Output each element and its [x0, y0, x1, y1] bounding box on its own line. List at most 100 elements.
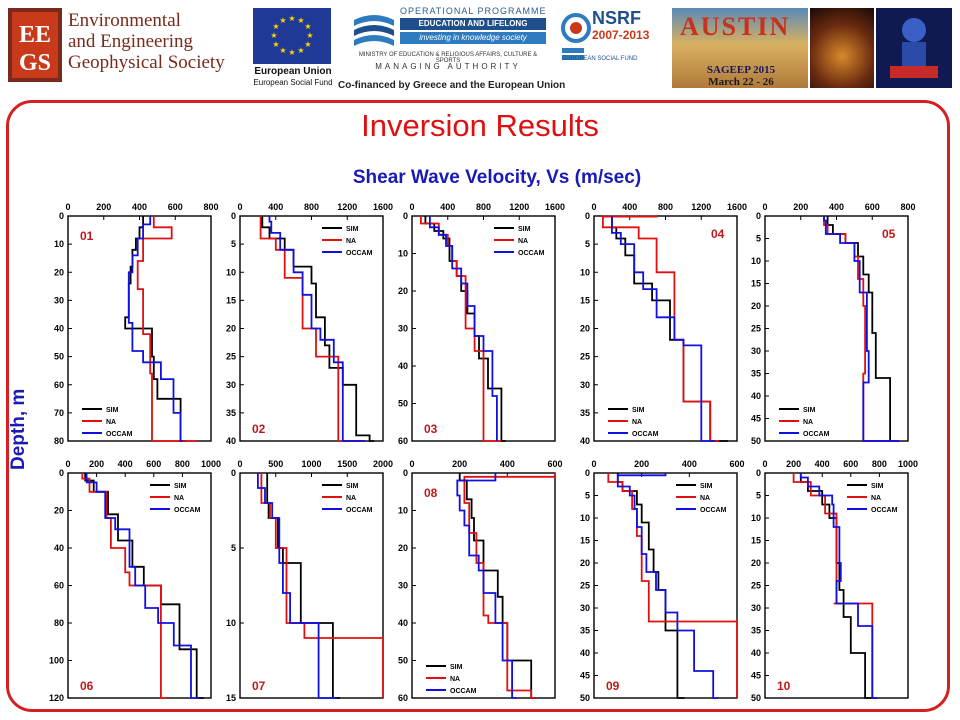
legend-label: SIM [632, 407, 645, 414]
svg-text:★: ★ [297, 46, 304, 55]
y-tick-label: 50 [398, 656, 408, 666]
y-tick-label: 15 [751, 279, 761, 289]
y-tick-label: 120 [49, 693, 64, 703]
y-tick-label: 40 [54, 324, 64, 334]
y-tick-label: 5 [231, 543, 236, 553]
op-managing-label: MANAGING AUTHORITY [375, 62, 521, 71]
y-tick-label: 5 [756, 491, 761, 501]
sageep-postcard-image [672, 8, 808, 88]
legend-label: OCCAM [632, 431, 659, 438]
y-tick-label: 0 [585, 211, 590, 221]
y-tick-label: 30 [398, 324, 408, 334]
series-sim [424, 216, 506, 442]
series-na [602, 215, 720, 442]
legend-label: OCCAM [346, 507, 373, 514]
y-tick-label: 35 [226, 408, 236, 418]
y-tick-label: 35 [751, 626, 761, 636]
series-na [607, 473, 738, 698]
y-tick-label: 5 [756, 234, 761, 244]
sageep-date-label: March 22 - 26 [708, 76, 774, 88]
series-occam [85, 473, 200, 699]
x-tick-label: 0 [65, 202, 70, 212]
y-tick-label: 60 [54, 380, 64, 390]
y-tick-label: 15 [580, 295, 590, 305]
op-investing-label: investing in knowledge society [400, 32, 546, 44]
panel-07: 0 500 1000 1500 2000 0 5 10 15 07 SIM NA OCCAM [226, 459, 393, 703]
series-occam [611, 216, 715, 442]
legend-label: OCCAM [106, 431, 133, 438]
y-tick-label: 20 [580, 324, 590, 334]
header-banner: EE GS Environmental and Engineering Geop… [0, 0, 960, 96]
panel-05: 0 200 400 600 8000510152025303540455005SIMNA… [751, 202, 916, 446]
panel-label: 04 [711, 227, 725, 241]
y-tick-label: 35 [580, 408, 590, 418]
svg-text:★: ★ [279, 16, 286, 25]
y-tick-label: 40 [54, 543, 64, 553]
sageep-austin-text: AUSTIN [680, 12, 791, 41]
y-tick-label: 10 [751, 256, 761, 266]
y-tick-label: 10 [398, 506, 408, 516]
y-tick-label: 30 [580, 603, 590, 613]
panel-label: 01 [80, 229, 94, 243]
panel-label: 07 [252, 679, 266, 693]
x-tick-label: 500 [268, 459, 283, 469]
y-tick-label: 50 [398, 399, 408, 409]
y-tick-label: 15 [580, 536, 590, 546]
legend-label: OCCAM [174, 507, 201, 514]
y-tick-label: 25 [751, 324, 761, 334]
y-tick-label: 40 [751, 391, 761, 401]
x-tick-label: 400 [440, 202, 455, 212]
slide-title: Inversion Results [361, 108, 599, 143]
nsrf-title: NSRF [592, 8, 641, 28]
y-tick-label: 60 [54, 581, 64, 591]
legend-label: OCCAM [871, 507, 898, 514]
svg-text:GS: GS [19, 50, 51, 76]
x-tick-label: 0 [762, 202, 767, 212]
legend-label: OCCAM [518, 250, 545, 257]
legend-label: NA [700, 495, 710, 502]
panel-10: 0 200 400 600 800 1000 0 5 10 15 20 25 30 35 40 45 50 10 S… [751, 459, 918, 703]
x-tick-label: 800 [658, 202, 673, 212]
eu-label-sub: European Social Fund [253, 78, 333, 87]
legend-label: SIM [106, 407, 119, 414]
series-sim [266, 473, 341, 699]
x-tick-label: 0 [409, 202, 414, 212]
y-tick-label: 15 [226, 295, 236, 305]
series-na [823, 216, 900, 442]
svg-text:★: ★ [279, 46, 286, 55]
y-tick-label: 25 [580, 581, 590, 591]
y-tick-label: 30 [398, 581, 408, 591]
x-tick-label: 800 [872, 459, 887, 469]
y-tick-label: 50 [54, 352, 64, 362]
y-tick-label: 40 [580, 648, 590, 658]
x-tick-label: 1600 [545, 202, 565, 212]
x-tick-label: 200 [793, 202, 808, 212]
y-tick-label: 30 [226, 380, 236, 390]
eu-flag-icon: ★ ★★ ★★★ ★★★ ★★★ [253, 8, 331, 64]
society-name: Environmental and Engineering Geophysica… [68, 10, 225, 73]
y-tick-label: 0 [231, 211, 236, 221]
y-tick-label: 25 [226, 352, 236, 362]
x-tick-label: 0 [591, 202, 596, 212]
series-occam [823, 216, 900, 442]
y-tick-label: 20 [226, 324, 236, 334]
y-tick-label: 50 [751, 693, 761, 703]
x-tick-label: 400 [829, 202, 844, 212]
y-tick-label: 15 [226, 693, 236, 703]
x-tick-label: 0 [237, 459, 242, 469]
cofinanced-label: Co-financed by Greece and the European U… [338, 80, 566, 91]
y-tick-label: 5 [585, 491, 590, 501]
panel-label: 06 [80, 679, 94, 693]
y-tick-label: 0 [403, 211, 408, 221]
legend-label: NA [106, 419, 116, 426]
series-occam [127, 216, 183, 442]
series-occam [616, 473, 718, 699]
y-tick-label: 60 [398, 693, 408, 703]
y-tick-label: 10 [580, 267, 590, 277]
y-tick-label: 45 [751, 414, 761, 424]
legend-label: NA [346, 238, 356, 245]
x-tick-label: 800 [476, 202, 491, 212]
y-tick-label: 20 [54, 506, 64, 516]
eegs-logo: EE GS [8, 8, 62, 82]
